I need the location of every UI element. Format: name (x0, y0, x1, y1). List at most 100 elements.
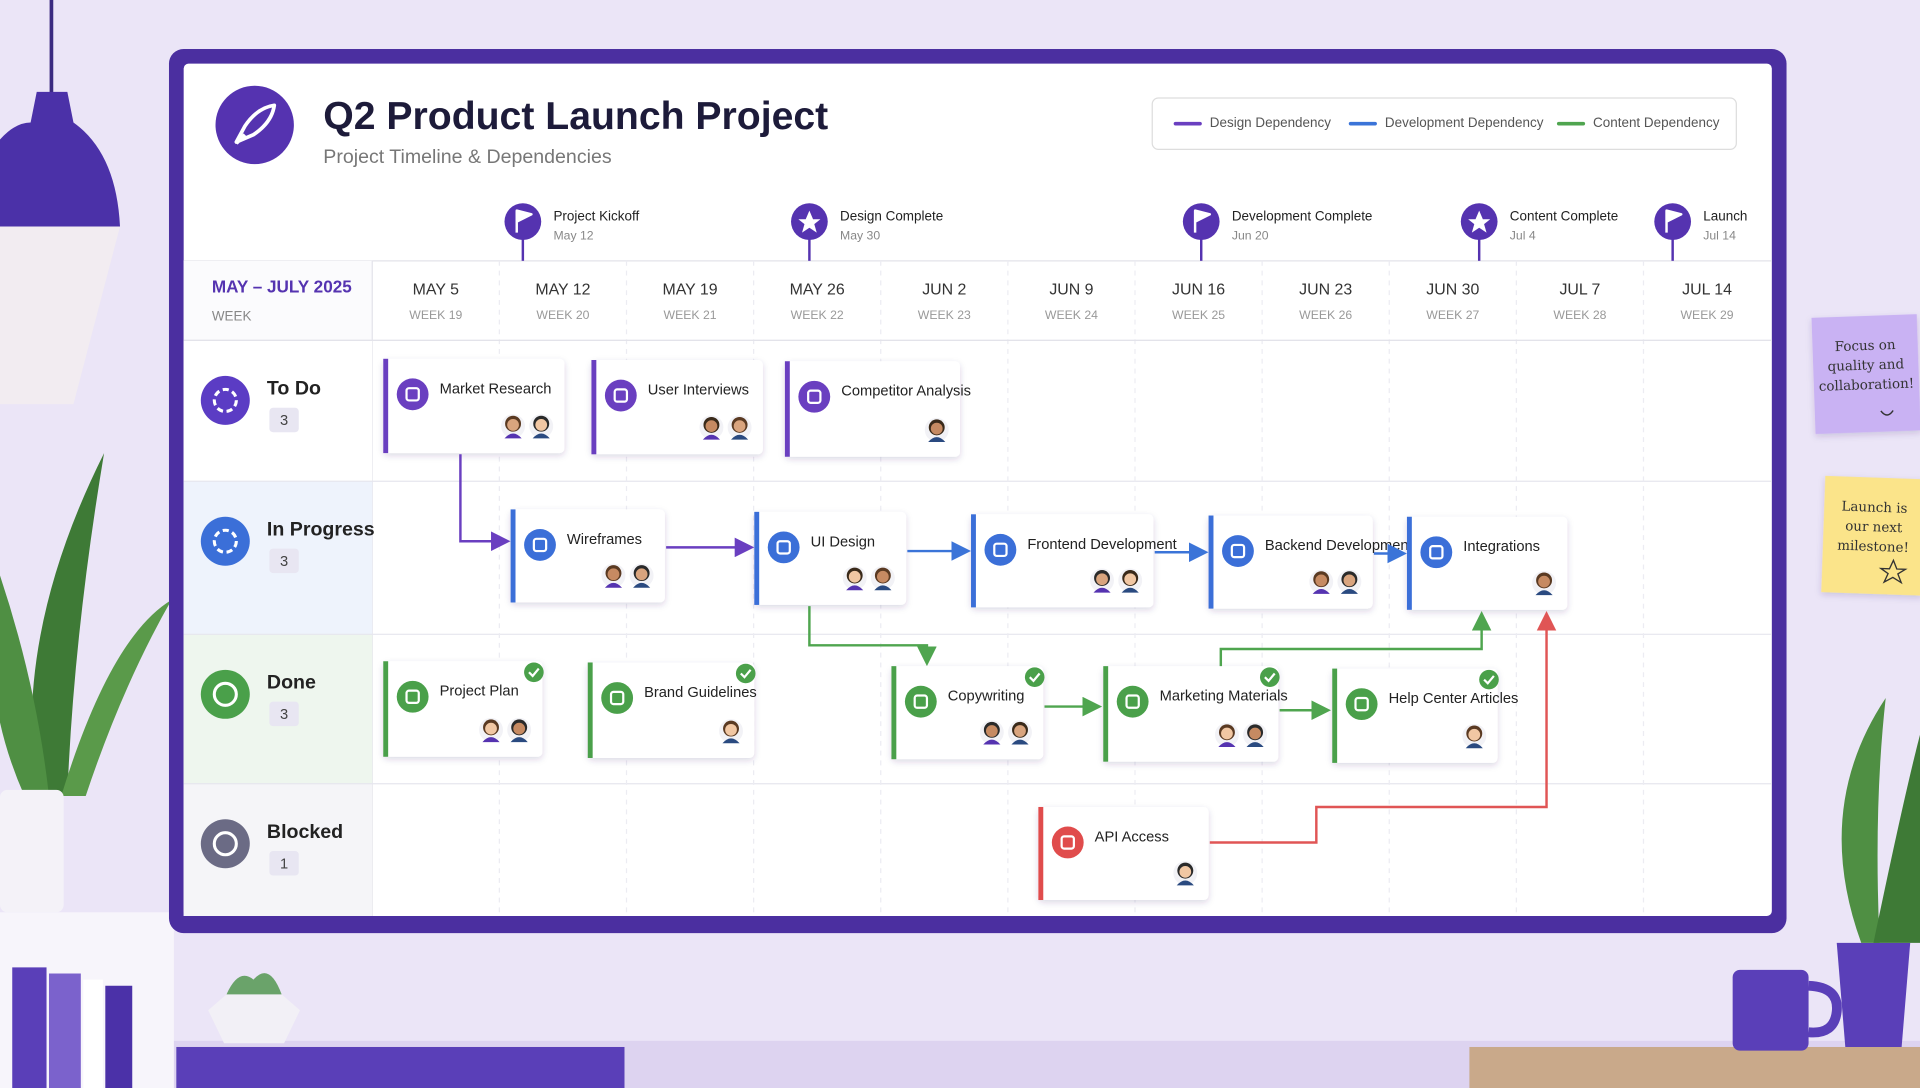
mug-handle (1808, 980, 1842, 1038)
avatar-body (1218, 742, 1236, 747)
done-check-mark (1483, 675, 1495, 685)
sticky-note-text: milestone! (1837, 539, 1909, 556)
lane-count: 3 (280, 413, 288, 429)
lane-name: Done (267, 671, 316, 693)
avatar-face (1096, 573, 1108, 586)
week-date: MAY 19 (662, 281, 717, 298)
card-icon-glyph (405, 387, 420, 402)
milestone-icon (1182, 203, 1220, 241)
lane-count-badge (269, 407, 299, 433)
card-title: Marketing Materials (1160, 689, 1288, 705)
milestone-label: Launch (1703, 208, 1747, 223)
card-accent (1406, 516, 1412, 610)
lane-name: In Progress (267, 518, 375, 540)
lane-count-badge (269, 851, 299, 876)
card-icon (1222, 535, 1254, 567)
card-icon-glyph (1060, 835, 1075, 850)
card-icon (767, 531, 800, 564)
avatar-face (930, 422, 943, 435)
avatar-body (722, 738, 740, 744)
week-number: WEEK 27 (1426, 308, 1479, 322)
avatar-body (1535, 590, 1553, 596)
lane-icon-glyph (212, 387, 238, 413)
milestone-date: Jul 4 (1510, 229, 1536, 243)
milestone-date: Jun 20 (1232, 229, 1269, 243)
book (83, 979, 103, 1088)
card-title: Copywriting (948, 689, 1025, 705)
card-title: Project Plan (440, 684, 519, 700)
plant-leaf (0, 575, 49, 796)
star-doodle (1878, 558, 1908, 585)
card-title: Help Center Articles (1389, 691, 1519, 707)
card-title: Competitor Analysis (841, 384, 971, 400)
dependency-arrow (808, 606, 937, 667)
lane-count-badge (269, 548, 299, 574)
done-check (1024, 667, 1045, 687)
done-check (1260, 667, 1280, 687)
avatar-face (1124, 573, 1137, 586)
week-date: JUN 23 (1299, 281, 1352, 298)
timeline-unit: WEEK (212, 309, 252, 324)
card-icon-glyph (609, 690, 625, 706)
pot-right (1836, 942, 1911, 1047)
legend-label: Design Dependency (1210, 115, 1331, 130)
plant-leaf (61, 600, 172, 796)
avatar-body (1176, 880, 1194, 886)
card-icon-glyph (776, 540, 791, 555)
card-icon (798, 380, 831, 413)
avatar-face (513, 722, 526, 735)
milestone-icon (504, 203, 542, 241)
card-icon (1051, 826, 1084, 859)
card-title: Backend Development (1265, 538, 1413, 554)
avatar-face (607, 568, 620, 581)
plant-pot (0, 789, 64, 913)
avatar-body (504, 433, 522, 439)
milestone-flag (1665, 209, 1683, 233)
week-date: JUN 2 (922, 281, 966, 298)
card-icon (601, 682, 634, 714)
card-icon-glyph (1125, 694, 1140, 709)
avatar-face (1538, 575, 1550, 588)
card-accent (1332, 668, 1338, 763)
card-accent (971, 514, 976, 608)
avatar-face (985, 725, 998, 737)
avatar-body (633, 582, 651, 588)
week-number: WEEK 26 (1299, 308, 1352, 322)
card-icon (396, 378, 429, 411)
avatar-face (635, 568, 648, 581)
avatar-face (535, 419, 548, 431)
card-icon (984, 533, 1017, 566)
avatar-face (1315, 574, 1328, 587)
week-number: WEEK 25 (1172, 308, 1225, 322)
week-number: WEEK 21 (664, 308, 717, 322)
avatar-body (604, 582, 623, 588)
card-title: User Interviews (648, 383, 749, 399)
book (105, 985, 133, 1088)
milestone-flag (515, 209, 533, 233)
done-check (1479, 669, 1499, 690)
avatar-face (507, 419, 519, 431)
dependency-arrow (1219, 611, 1492, 667)
card-icon (604, 379, 637, 412)
card-icon (1420, 536, 1453, 569)
legend-label: Development Dependency (1385, 115, 1544, 130)
card (784, 361, 960, 457)
avatar-body (928, 437, 946, 443)
milestone-flag (1193, 209, 1212, 233)
avatar-body (482, 737, 500, 743)
avatar-face (1249, 727, 1261, 740)
avatar-body (874, 585, 892, 591)
done-check-mark (1264, 672, 1276, 683)
avatar-face (1014, 725, 1026, 737)
lane-name: Blocked (267, 821, 343, 843)
card-icon-glyph (1230, 543, 1246, 559)
week-number: WEEK 29 (1681, 308, 1734, 322)
week-number: WEEK 19 (409, 308, 462, 322)
avatar-face (725, 723, 737, 736)
avatar-face (1221, 727, 1233, 740)
avatar-face (705, 420, 718, 433)
lane-icon (200, 669, 250, 719)
week-number: WEEK 22 (791, 308, 844, 322)
card-accent (891, 666, 897, 760)
